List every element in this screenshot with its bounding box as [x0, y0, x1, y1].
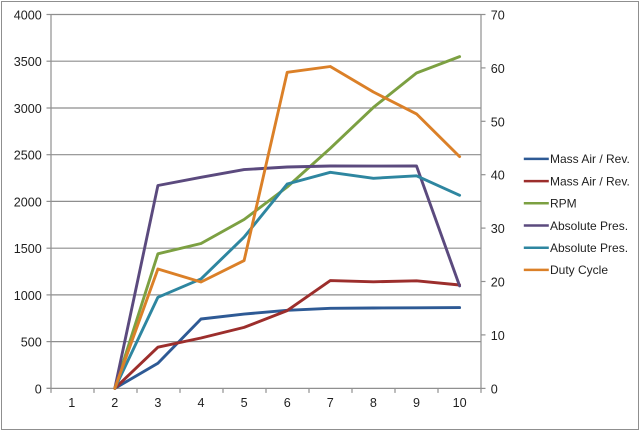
- svg-text:2000: 2000: [14, 196, 42, 210]
- svg-text:5: 5: [241, 396, 248, 410]
- svg-text:500: 500: [21, 336, 42, 350]
- svg-text:8: 8: [370, 396, 377, 410]
- svg-text:2: 2: [111, 396, 118, 410]
- svg-text:RPM: RPM: [550, 197, 577, 211]
- svg-text:60: 60: [491, 62, 505, 76]
- svg-text:10: 10: [491, 329, 505, 343]
- svg-text:3: 3: [154, 396, 161, 410]
- svg-text:1500: 1500: [14, 242, 42, 256]
- svg-text:50: 50: [491, 115, 505, 129]
- svg-text:0: 0: [35, 383, 42, 397]
- svg-text:Duty Cycle: Duty Cycle: [550, 263, 608, 277]
- svg-text:0: 0: [491, 383, 498, 397]
- svg-text:20: 20: [491, 276, 505, 290]
- svg-text:7: 7: [327, 396, 334, 410]
- svg-text:40: 40: [491, 169, 505, 183]
- svg-text:4: 4: [197, 396, 204, 410]
- svg-text:Absolute Pres.: Absolute Pres.: [550, 241, 628, 255]
- svg-text:30: 30: [491, 222, 505, 236]
- svg-text:Absolute Pres.: Absolute Pres.: [550, 219, 628, 233]
- svg-text:4000: 4000: [14, 9, 42, 23]
- svg-text:3000: 3000: [14, 102, 42, 116]
- svg-text:2500: 2500: [14, 149, 42, 163]
- svg-text:1000: 1000: [14, 289, 42, 303]
- svg-text:1: 1: [68, 396, 75, 410]
- svg-text:9: 9: [413, 396, 420, 410]
- svg-text:70: 70: [491, 9, 505, 23]
- svg-text:Mass Air / Rev.: Mass Air / Rev.: [550, 152, 630, 166]
- svg-text:6: 6: [284, 396, 291, 410]
- svg-text:Mass Air / Rev.: Mass Air / Rev.: [550, 174, 630, 188]
- svg-text:3500: 3500: [14, 55, 42, 69]
- svg-text:10: 10: [453, 396, 467, 410]
